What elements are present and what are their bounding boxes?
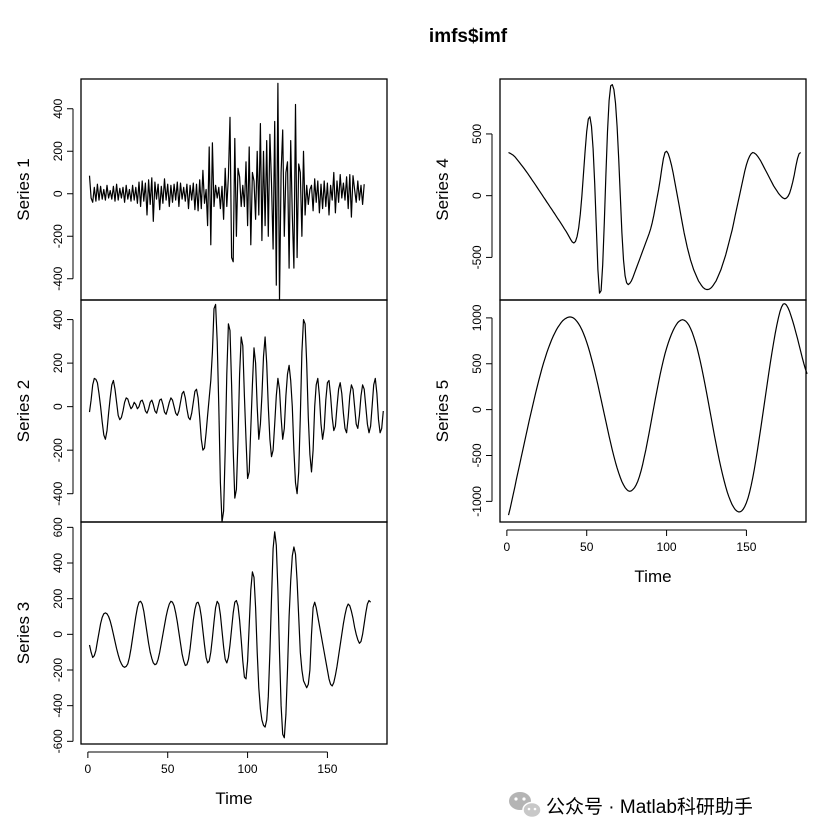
x-tick-label: 150 <box>736 540 756 554</box>
y-tick-label: 400 <box>51 98 65 118</box>
y-tick-label: -600 <box>51 729 65 753</box>
series-line <box>507 303 808 516</box>
watermark: 公众号 · Matlab科研助手 <box>509 792 753 819</box>
panels: -400 -200 0 200 400 Series 1 -400 -200 0 200 400 Se… <box>14 78 808 808</box>
y-tick-label: 0 <box>51 631 65 638</box>
plot-frame <box>80 521 388 745</box>
y-tick-label: 1000 <box>470 304 484 331</box>
x-tick-label: 50 <box>161 762 175 776</box>
plot-frame <box>499 299 807 523</box>
y-tick-label: 0 <box>470 406 484 413</box>
y-axis-label: Series 4 <box>433 158 452 220</box>
y-tick-label: 600 <box>51 517 65 537</box>
y-tick-label: -200 <box>51 224 65 248</box>
y-tick-label: -400 <box>51 481 65 505</box>
y-tick-label: 400 <box>51 309 65 329</box>
y-tick-label: -500 <box>470 245 484 269</box>
y-tick-label: 500 <box>470 353 484 373</box>
y-tick-label: 400 <box>51 553 65 573</box>
x-tick-label: 50 <box>580 540 594 554</box>
y-tick-label: 200 <box>51 588 65 608</box>
series-line <box>88 531 372 739</box>
y-tick-label: 0 <box>51 190 65 197</box>
y-tick-label: -200 <box>51 438 65 462</box>
y-axis-label: Series 3 <box>14 602 33 664</box>
x-tick-label: 100 <box>238 762 258 776</box>
y-tick-label: 200 <box>51 353 65 373</box>
y-tick-label: -200 <box>51 658 65 682</box>
wechat-icon <box>509 792 542 819</box>
panel-series-3: -600 -400 -200 0 200 400 600 Series 3 0 50 100 150 T… <box>14 517 388 808</box>
watermark-text: 公众号 · Matlab科研助手 <box>546 796 753 818</box>
panel-series-1: -400 -200 0 200 400 Series 1 <box>14 78 388 301</box>
y-axis-label: Series 2 <box>14 380 33 442</box>
y-tick-label: 0 <box>51 403 65 410</box>
x-tick-label: 100 <box>657 540 677 554</box>
series-line <box>88 82 365 301</box>
x-axis-label: Time <box>215 789 252 808</box>
figure-title: imfs$imf <box>429 26 508 47</box>
panel-series-2: -400 -200 0 200 400 Series 2 <box>14 299 388 523</box>
panel-series-4: -500 0 500 Series 4 <box>433 78 807 301</box>
y-axis-label: Series 5 <box>433 380 452 442</box>
x-tick-label: 0 <box>504 540 511 554</box>
y-tick-label: -400 <box>51 266 65 290</box>
y-tick-label: 0 <box>470 192 484 199</box>
x-tick-label: 0 <box>85 762 92 776</box>
y-tick-label: 500 <box>470 124 484 144</box>
x-axis-label: Time <box>634 567 671 586</box>
y-tick-label: -400 <box>51 693 65 717</box>
series-line <box>508 83 802 294</box>
y-axis-label: Series 1 <box>14 158 33 220</box>
y-tick-label: -500 <box>470 443 484 467</box>
y-tick-label: -1000 <box>470 486 484 517</box>
y-tick-label: 200 <box>51 141 65 161</box>
panel-series-5: -1000 -500 0 500 1000 Series 5 0 50 100 150 Time <box>433 299 808 586</box>
x-tick-label: 150 <box>317 762 337 776</box>
series-line <box>88 303 384 523</box>
plot-frame <box>499 78 807 301</box>
